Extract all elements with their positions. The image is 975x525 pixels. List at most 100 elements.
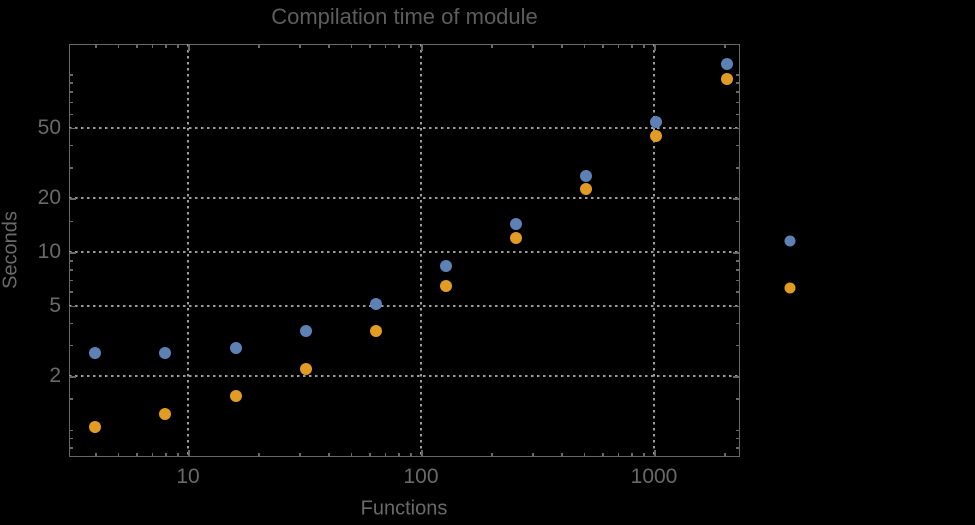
y-gridline — [69, 304, 740, 307]
x-gridline — [187, 44, 189, 457]
x-tick — [258, 44, 260, 48]
x-tick — [136, 453, 138, 457]
y-tick — [736, 101, 740, 104]
x-tick-label: 100 — [403, 465, 439, 488]
y-tick — [736, 322, 740, 325]
y-tick — [69, 127, 76, 130]
series1-data-point — [89, 347, 102, 360]
x-tick — [421, 450, 423, 457]
y-tick — [69, 167, 73, 169]
x-tick — [95, 453, 97, 457]
x-tick — [328, 44, 330, 48]
chart-title: Compilation time of module — [271, 4, 538, 29]
y-tick — [736, 344, 740, 347]
y-tick — [736, 167, 740, 169]
x-tick — [165, 44, 167, 48]
y-tick — [69, 322, 73, 325]
y-tick — [69, 252, 76, 254]
x-tick — [328, 453, 330, 457]
series1-data-point — [299, 324, 312, 337]
x-tick — [724, 44, 726, 48]
y-tick — [736, 447, 740, 449]
x-tick — [384, 453, 387, 457]
y-tick — [69, 269, 73, 271]
series2-legend-marker — [784, 282, 796, 294]
x-tick-label: 1000 — [630, 465, 678, 488]
x-tick — [617, 453, 620, 457]
y-tick — [69, 260, 73, 262]
x-tick — [117, 453, 120, 457]
y-tick — [736, 437, 740, 440]
y-tick — [736, 74, 740, 76]
y-tick — [736, 82, 740, 84]
x-tick — [299, 453, 301, 457]
x-tick — [369, 44, 371, 48]
y-tick — [736, 279, 740, 282]
x-tick — [398, 453, 400, 457]
x-tick — [631, 453, 633, 457]
x-tick — [602, 44, 604, 48]
x-tick — [631, 44, 633, 48]
x-tick — [491, 44, 493, 48]
y-tick — [736, 113, 740, 116]
y-tick-label: 5 — [49, 293, 61, 317]
y-tick — [69, 82, 73, 84]
y-tick — [736, 144, 740, 147]
y-gridline — [69, 197, 740, 200]
x-tick — [561, 44, 563, 48]
y-tick — [69, 437, 73, 440]
x-tick — [258, 453, 260, 457]
x-tick — [654, 44, 656, 51]
y-tick-label: 20 — [37, 186, 61, 210]
y-tick — [736, 91, 740, 93]
y-tick — [69, 198, 76, 200]
x-tick — [136, 44, 138, 48]
x-tick — [151, 453, 154, 457]
series1-data-point — [159, 347, 172, 360]
x-tick — [410, 44, 412, 48]
y-tick — [69, 398, 73, 400]
x-tick — [398, 44, 400, 48]
x-tick — [151, 44, 154, 48]
y-tick — [69, 113, 73, 116]
x-tick — [643, 44, 645, 48]
y-tick — [736, 269, 740, 271]
y-tick-label: 10 — [37, 240, 61, 263]
y-tick — [733, 127, 740, 130]
x-gridline — [653, 44, 655, 457]
x-tick — [421, 44, 423, 51]
series1-legend-marker — [784, 235, 796, 247]
x-tick — [532, 44, 534, 48]
x-tick — [654, 450, 656, 457]
y-tick — [736, 260, 740, 262]
y-tick — [69, 291, 73, 293]
x-tick — [188, 450, 190, 457]
series2-data-point — [89, 420, 102, 433]
series2-data-point — [299, 362, 312, 375]
x-tick — [724, 453, 726, 457]
y-tick — [736, 220, 740, 223]
y-tick — [69, 74, 73, 76]
x-tick — [384, 44, 387, 48]
y-tick-label: 2 — [49, 364, 61, 388]
series1-data-point — [439, 260, 452, 273]
x-tick-label: 10 — [176, 465, 200, 488]
x-tick — [643, 453, 645, 457]
y-tick — [69, 91, 73, 93]
series1-data-point — [650, 115, 663, 128]
series1-data-point — [229, 341, 242, 354]
x-tick — [177, 44, 179, 48]
y-tick — [69, 305, 76, 308]
y-gridline — [69, 251, 740, 253]
y-tick — [69, 279, 73, 282]
x-tick — [188, 44, 190, 51]
y-tick — [733, 305, 740, 308]
x-tick — [491, 453, 493, 457]
series2-data-point — [580, 183, 593, 196]
y-tick — [733, 376, 740, 378]
series1-data-point — [580, 169, 593, 182]
y-tick — [736, 291, 740, 293]
y-axis-label: Seconds — [0, 211, 22, 289]
x-tick — [95, 44, 97, 48]
